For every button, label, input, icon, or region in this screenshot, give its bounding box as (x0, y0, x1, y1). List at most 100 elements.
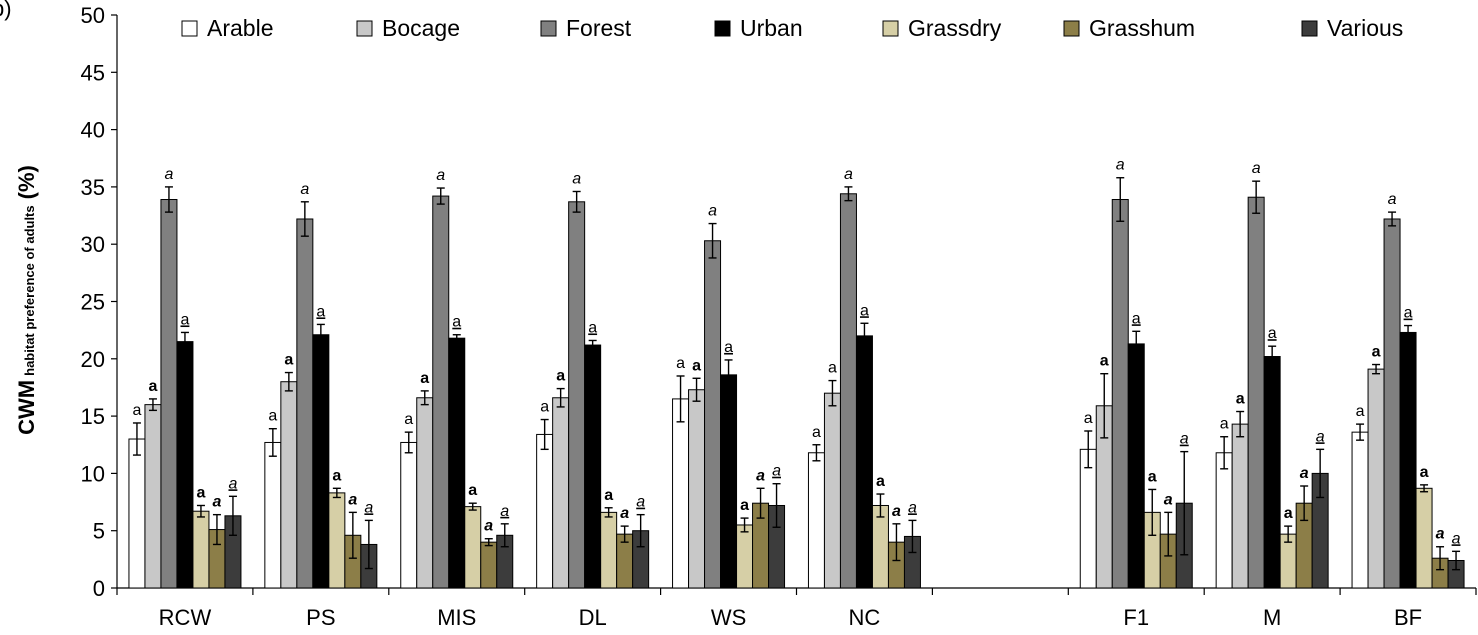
significance-label-forest: a (1388, 191, 1397, 208)
error-bars (132, 177, 1461, 571)
significance-label-grassdry: a (468, 482, 477, 499)
bar-grassdry (736, 524, 754, 589)
significance-label-arable: a (268, 408, 277, 425)
significance-label-grassdry: a (1148, 468, 1157, 485)
legend-swatch-bocage (356, 20, 373, 37)
bar-urban (855, 335, 873, 589)
significance-label-bocage: a (1372, 344, 1381, 361)
bar-grassdry (192, 510, 210, 589)
legend-swatch-grassdry (882, 20, 899, 37)
significance-label-grassdry: a (1420, 464, 1429, 481)
bar-bocage (416, 397, 434, 589)
category-labels: RCW PS MIS DL WS NC F1 M BF (159, 605, 1422, 630)
significance-label-forest: a (436, 167, 445, 184)
bar-arable (1351, 431, 1369, 589)
category-label-ps: PS (306, 605, 335, 630)
significance-label-urban: a (1132, 310, 1141, 327)
legend-label-bocage: Bocage (382, 15, 460, 41)
significance-label-various: a (1180, 431, 1189, 448)
y-axis-label: CWM habitat preference of adults (%) (14, 165, 39, 435)
bar-forest (1111, 199, 1129, 589)
significance-label-various: a (772, 463, 781, 480)
significance-label-various: a (1452, 530, 1461, 547)
significance-label-bocage: a (284, 352, 293, 369)
category-label-dl: DL (579, 605, 607, 630)
bar-bocage (823, 392, 841, 589)
bar-grassdry (1415, 487, 1433, 589)
bar-grasshum (480, 541, 498, 589)
bar-arable (1215, 452, 1233, 589)
significance-label-grasshum: a (756, 467, 765, 484)
significance-label-grassdry: a (196, 484, 205, 501)
significance-label-grassdry: a (740, 497, 749, 514)
category-label-ws: WS (711, 605, 746, 630)
y-tick-label: 30 (81, 232, 105, 257)
y-tick-label: 40 (81, 118, 105, 143)
significance-label-urban: a (316, 303, 325, 320)
significance-label-grassdry: a (332, 467, 341, 484)
legend-label-arable: Arable (207, 15, 273, 41)
significance-label-grasshum: a (892, 503, 901, 520)
bar-arable (128, 438, 146, 589)
bar-urban (1263, 356, 1281, 589)
bar-forest (1247, 196, 1265, 589)
significance-label-arable: a (812, 424, 821, 441)
significance-label-grassdry: a (876, 473, 885, 490)
significance-label-grasshum: a (620, 505, 629, 522)
svg-text:CWMhabitat preference of adult: CWM habitat preference of adults (%) (14, 165, 39, 435)
y-tick-label: 10 (81, 461, 105, 486)
significance-label-urban: a (1404, 305, 1413, 322)
significance-label-grasshum: a (1300, 465, 1309, 482)
y-tick-label: 50 (81, 3, 105, 28)
legend-label-forest: Forest (566, 15, 632, 41)
legend-label-various: Various (1327, 15, 1403, 41)
bar-urban (720, 374, 738, 589)
y-axis-label-main: CWM (14, 380, 39, 435)
bar-forest (839, 193, 857, 589)
bar-forest (704, 240, 722, 589)
significance-label-forest: a (1116, 157, 1125, 174)
significance-label-bocage: a (828, 360, 837, 377)
significance-label-grassdry: a (604, 487, 613, 504)
category-label-f1: F1 (1123, 605, 1149, 630)
y-tick-label: 20 (81, 347, 105, 372)
bar-forest (296, 218, 314, 589)
bar-bocage (1367, 368, 1385, 589)
significance-label-bocage: a (148, 378, 157, 395)
bar-arable (807, 452, 825, 589)
bar-urban (448, 337, 466, 589)
legend: Arable Bocage Forest Urban Grassdry Grasshum V… (181, 15, 1403, 41)
bar-forest (568, 201, 586, 589)
y-tick-label: 0 (93, 576, 105, 601)
significance-label-urban: a (724, 339, 733, 356)
bar-bocage (144, 404, 162, 589)
significance-label-arable: a (1220, 416, 1229, 433)
bar-arable (400, 441, 418, 589)
legend-label-urban: Urban (740, 15, 803, 41)
category-label-mis: MIS (437, 605, 476, 630)
significance-label-forest: a (572, 170, 581, 187)
significance-label-urban: a (588, 319, 597, 336)
significance-label-grassdry: a (1284, 505, 1293, 522)
y-tick-labels: 0 5 10 15 20 25 30 35 40 45 50 (81, 3, 105, 601)
legend-swatch-urban (714, 20, 731, 37)
significance-label-arable: a (1084, 410, 1093, 427)
significance-label-bocage: a (692, 357, 701, 374)
significance-label-forest: a (1252, 160, 1261, 177)
significance-label-various: a (228, 475, 237, 492)
y-tick-label: 25 (81, 290, 105, 315)
significance-label-arable: a (404, 411, 413, 428)
bar-bocage (280, 381, 298, 589)
bar-urban (1399, 331, 1417, 589)
significance-label-various: a (500, 503, 509, 520)
significance-label-various: a (636, 494, 645, 511)
bars (128, 193, 1465, 589)
significance-label-urban: a (860, 302, 869, 319)
significance-label-bocage: a (1100, 353, 1109, 370)
y-tick-label: 35 (81, 175, 105, 200)
significance-label-various: a (364, 499, 373, 516)
bar-arable (536, 433, 554, 589)
y-tick-label: 15 (81, 404, 105, 429)
bar-grassdry (328, 492, 346, 589)
